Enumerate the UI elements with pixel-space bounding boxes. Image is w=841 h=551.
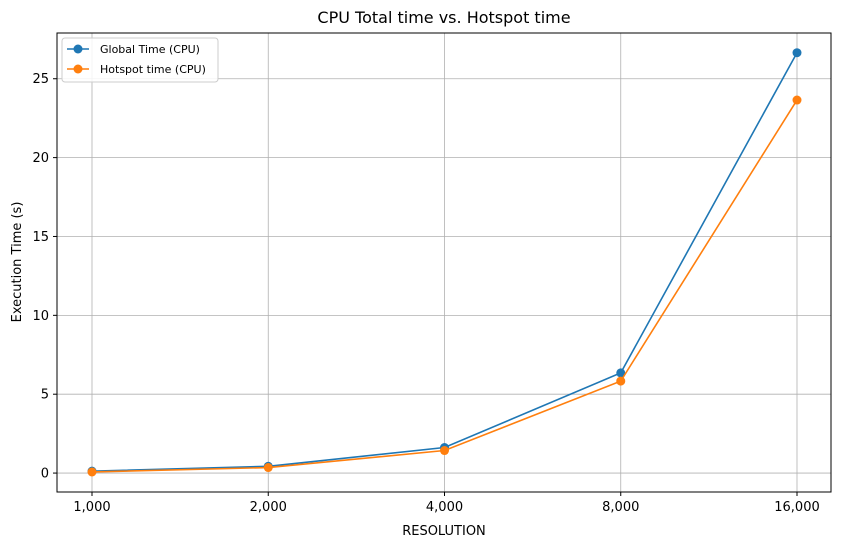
y-axis-label: Execution Time (s)	[10, 202, 25, 323]
x-tick-label: 2,000	[250, 500, 287, 515]
x-tick-label: 4,000	[426, 500, 463, 515]
grid	[57, 33, 831, 492]
x-tick-label: 1,000	[73, 500, 110, 515]
x-axis-label: RESOLUTION	[402, 524, 486, 539]
legend-box	[61, 37, 219, 83]
chart-title: CPU Total time vs. Hotspot time	[317, 8, 570, 27]
legend: Global Time (CPU) Hotspot time (CPU)	[61, 37, 219, 83]
y-tick-label: 10	[32, 309, 49, 324]
legend-label: Hotspot time (CPU)	[100, 63, 206, 76]
y-tick-label: 0	[41, 467, 49, 482]
data-point	[440, 446, 449, 456]
plot-area	[56, 32, 832, 493]
y-tick-label: 25	[32, 72, 49, 87]
legend-swatch-marker	[73, 44, 83, 54]
legend-swatch-marker	[73, 64, 83, 74]
data-point	[263, 463, 273, 473]
data-point	[616, 376, 626, 386]
data-point	[87, 467, 97, 477]
y-tick-label: 15	[32, 230, 49, 245]
series-2	[87, 95, 802, 477]
axes: 1,000 2,000 4,000 8,000 16,000 0 5 10 15 20 25	[32, 72, 819, 515]
x-tick-label: 8,000	[602, 500, 639, 515]
y-tick-label: 5	[41, 388, 49, 403]
x-tick-label: 16,000	[774, 500, 820, 515]
data-point	[792, 95, 802, 105]
series-layer	[87, 48, 802, 477]
y-tick-label: 20	[32, 151, 49, 166]
data-point	[616, 368, 626, 378]
data-point	[792, 48, 802, 58]
legend-label: Global Time (CPU)	[100, 43, 200, 56]
